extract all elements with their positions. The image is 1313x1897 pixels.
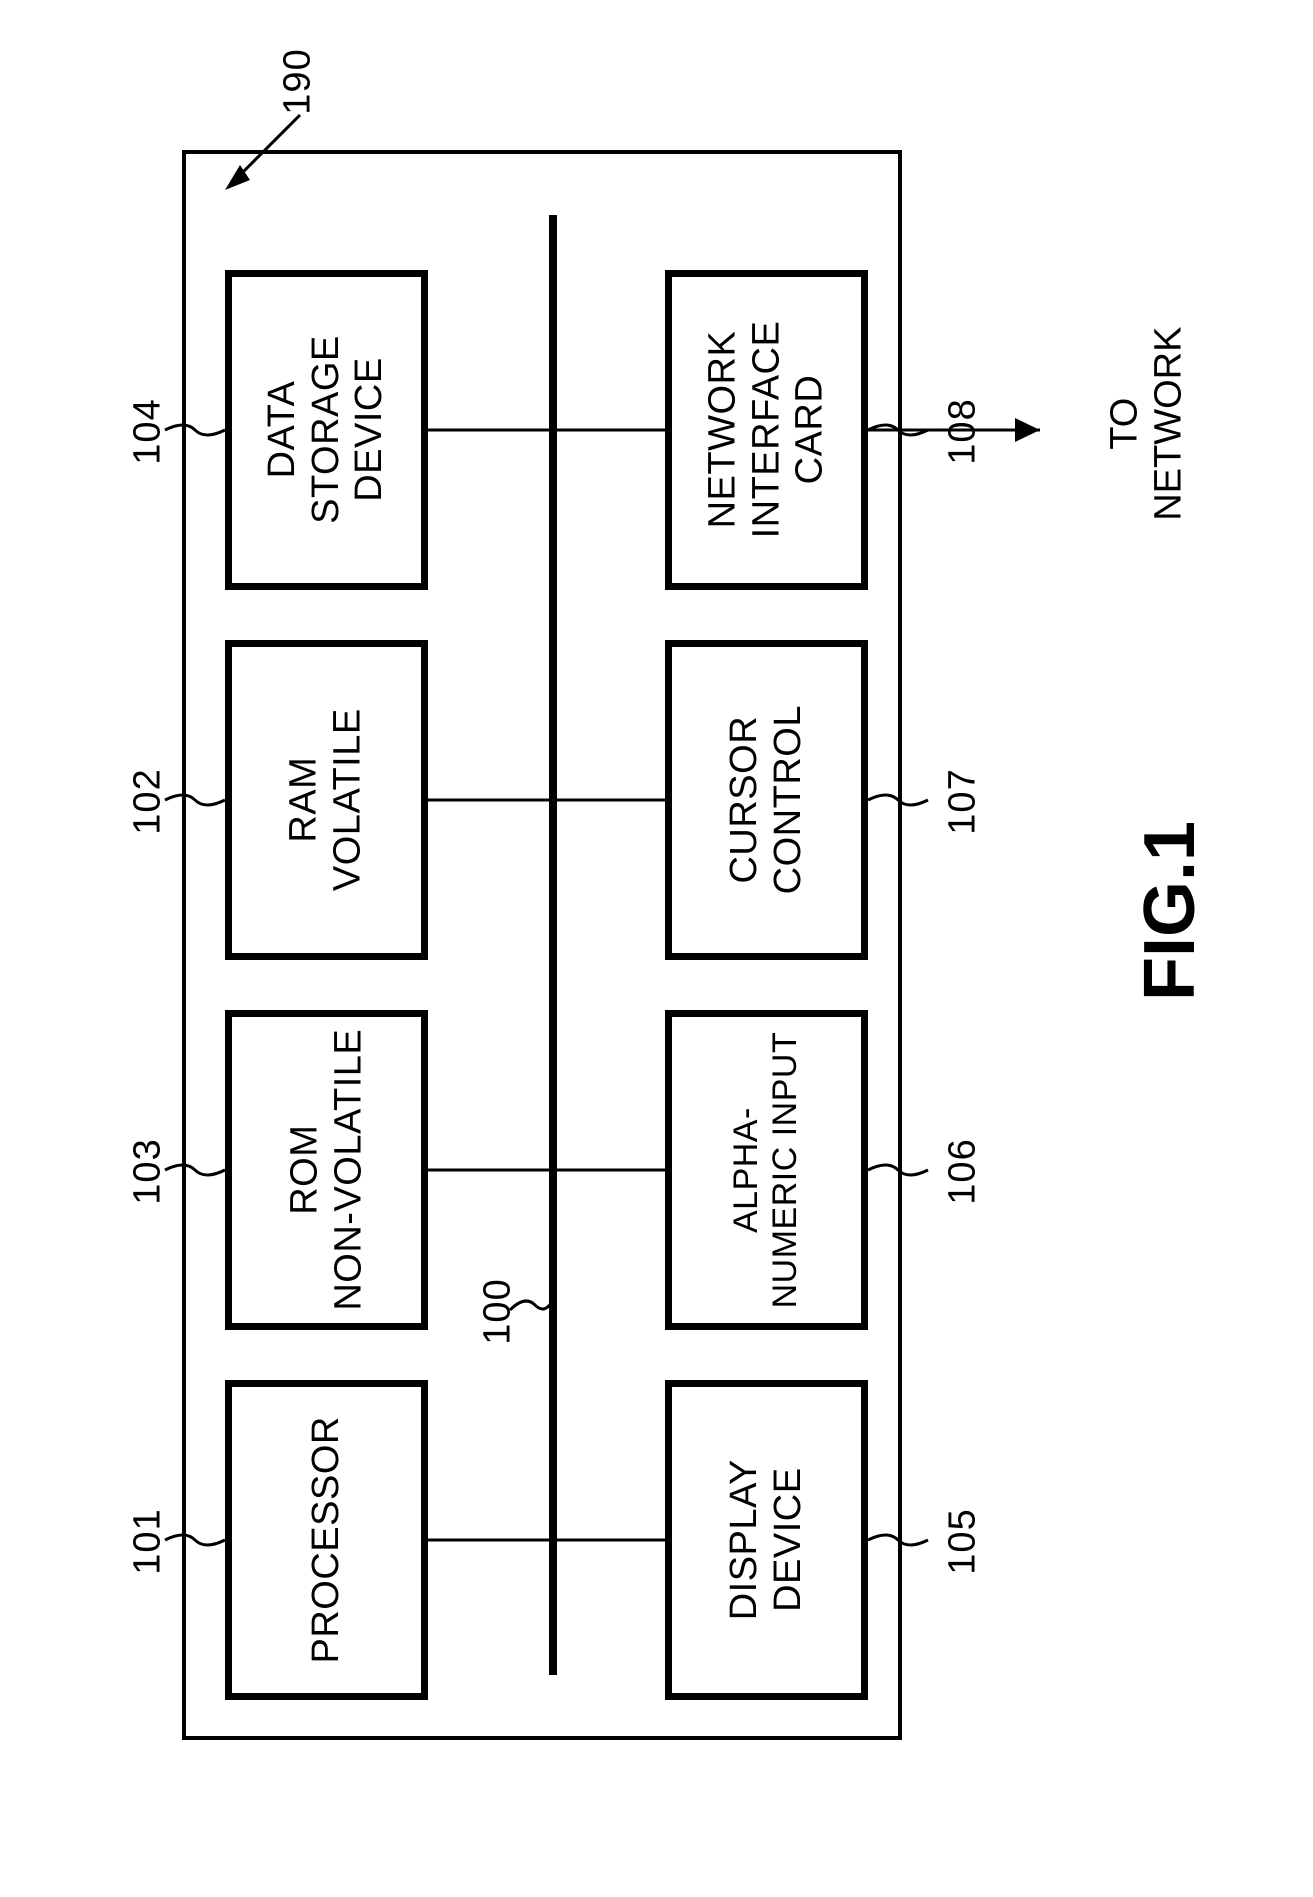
lead-107 bbox=[868, 795, 928, 805]
arrow-190-line bbox=[235, 115, 300, 180]
connector-layer bbox=[0, 0, 1313, 1897]
lead-103 bbox=[165, 1165, 225, 1175]
network-arrow-head bbox=[1015, 418, 1040, 442]
lead-100 bbox=[510, 1300, 553, 1310]
lead-101 bbox=[165, 1535, 225, 1545]
lead-102 bbox=[165, 795, 225, 805]
lead-105 bbox=[868, 1535, 928, 1545]
lead-106 bbox=[868, 1165, 928, 1175]
lead-104 bbox=[165, 425, 225, 435]
